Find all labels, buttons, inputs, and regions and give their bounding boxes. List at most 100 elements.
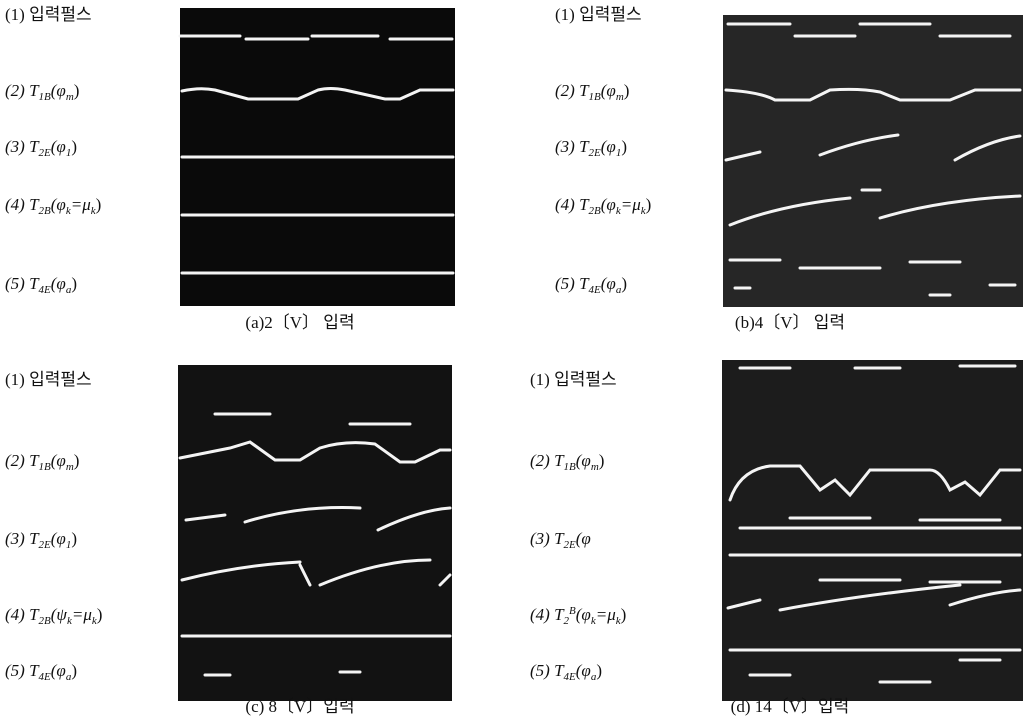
subscript: 1B — [39, 91, 52, 103]
label-text: ) — [71, 137, 77, 156]
trace-label: (4) T2B(φk=μk) — [555, 195, 651, 217]
subscript: m — [66, 91, 74, 103]
subscript: 1B — [39, 461, 52, 473]
trace-label: (5) T4E(φa) — [530, 661, 602, 683]
label-text: (φ — [576, 605, 591, 624]
scope-c — [178, 365, 452, 701]
label-text: (4) T — [530, 605, 565, 624]
subscript: 2E — [39, 539, 52, 551]
label-text: (1) 입력펄스 — [5, 5, 92, 24]
subscript: 1 — [66, 539, 72, 551]
label-text: ) — [74, 81, 80, 100]
trace-label: (1) 입력펄스 — [5, 5, 92, 24]
label-text: (φ — [576, 661, 591, 680]
label-text: =μ — [621, 195, 641, 214]
subscript: 2B — [39, 615, 52, 627]
label-text: ) — [621, 137, 627, 156]
subscript: 2B — [589, 205, 602, 217]
subscript: 4E — [39, 284, 52, 296]
label-text: (5) T — [555, 274, 590, 293]
subscript: a — [66, 284, 72, 296]
label-text: ) — [624, 81, 630, 100]
scope-a — [178, 8, 455, 306]
label-text: (3) T — [530, 529, 565, 548]
trace-label: (3) T2E(φ1) — [555, 137, 627, 159]
trace-label: (5) T4E(φa) — [555, 274, 627, 296]
subscript: k — [66, 205, 72, 217]
label-text: (φ — [576, 451, 591, 470]
subscript: 2E — [39, 147, 52, 159]
label-text: (2) T — [530, 451, 565, 470]
scope-d — [722, 360, 1023, 701]
trace-label: (5) T4E(φa) — [5, 661, 77, 683]
label-text: (φ — [601, 195, 616, 214]
subscript: a — [66, 671, 72, 683]
trace-label: (2) T1B(φm) — [555, 81, 629, 103]
label-text: (2) T — [555, 81, 590, 100]
trace-label: (3) T2E(φ1) — [5, 529, 77, 551]
subscript: 2E — [564, 539, 577, 551]
scope-b — [723, 15, 1023, 307]
trace-label: (2) T1B(φm) — [5, 81, 79, 103]
subscript: 4E — [589, 284, 602, 296]
label-text: ) — [96, 195, 102, 214]
label-text: (φ — [51, 81, 66, 100]
caption: (b)4〔V〕 입력 — [735, 313, 845, 332]
label-text: (4) T — [555, 195, 590, 214]
label-text: (φ — [576, 529, 591, 548]
label-text: (4) T — [5, 605, 40, 624]
subscript: k — [67, 615, 73, 627]
label-text: ) — [646, 195, 652, 214]
subscript: k — [91, 205, 97, 217]
label-text: (φ — [51, 137, 66, 156]
label-text: ) — [97, 605, 103, 624]
label-text: (1) 입력펄스 — [555, 5, 642, 24]
trace-label: (5) T4E(φa) — [5, 274, 77, 296]
subscript: 2 — [564, 615, 570, 627]
label-text: (φ — [51, 274, 66, 293]
trace-label: (1) 입력펄스 — [555, 5, 642, 24]
subscript: 1 — [616, 147, 622, 159]
subscript: 4E — [39, 671, 52, 683]
label-text: (5) T — [530, 661, 565, 680]
label-text: (φ — [601, 137, 616, 156]
subscript: k — [616, 205, 622, 217]
subscript: k — [616, 615, 622, 627]
subscript: m — [591, 461, 599, 473]
trace-label: (2) T1B(φm) — [5, 451, 79, 473]
subscript: k — [641, 205, 647, 217]
trace-label: (1) 입력펄스 — [5, 370, 92, 389]
label-text: (1) 입력펄스 — [5, 370, 92, 389]
label-text: (φ — [51, 195, 66, 214]
label-text: (5) T — [5, 661, 40, 680]
subscript: m — [66, 461, 74, 473]
subscript: m — [616, 91, 624, 103]
trace-label: (4) T2B(φk=μk) — [5, 195, 101, 217]
subscript: a — [616, 284, 622, 296]
labels: (1) 입력펄스(2) T1B(φm)(3) T2E(φ1)(4) T2B(φk… — [5, 5, 849, 716]
label-text: (φ — [601, 81, 616, 100]
label-text: (2) T — [5, 451, 40, 470]
trace-label: (4) T2B(φk=μk) — [530, 605, 626, 627]
label-text: (4) T — [5, 195, 40, 214]
label-text: =μ — [596, 605, 616, 624]
label-text: (φ — [51, 451, 66, 470]
subscript: 1B — [589, 91, 602, 103]
label-text: (3) T — [5, 529, 40, 548]
subscript: a — [591, 671, 597, 683]
caption: (d) 14〔V〕입력 — [731, 697, 850, 716]
subscript: 4E — [564, 671, 577, 683]
label-text: (5) T — [5, 274, 40, 293]
trace-label: (3) T2E(φ1) — [5, 137, 77, 159]
label-text: ) — [599, 451, 605, 470]
label-text: =μ — [72, 605, 92, 624]
caption: (a)2〔V〕 입력 — [245, 313, 354, 332]
superscript: B — [569, 605, 576, 617]
label-text: (ψ — [51, 605, 68, 624]
trace-label: (1) 입력펄스 — [530, 370, 617, 389]
subscript: 1B — [564, 461, 577, 473]
label-text: (2) T — [5, 81, 40, 100]
subscript: k — [92, 615, 98, 627]
